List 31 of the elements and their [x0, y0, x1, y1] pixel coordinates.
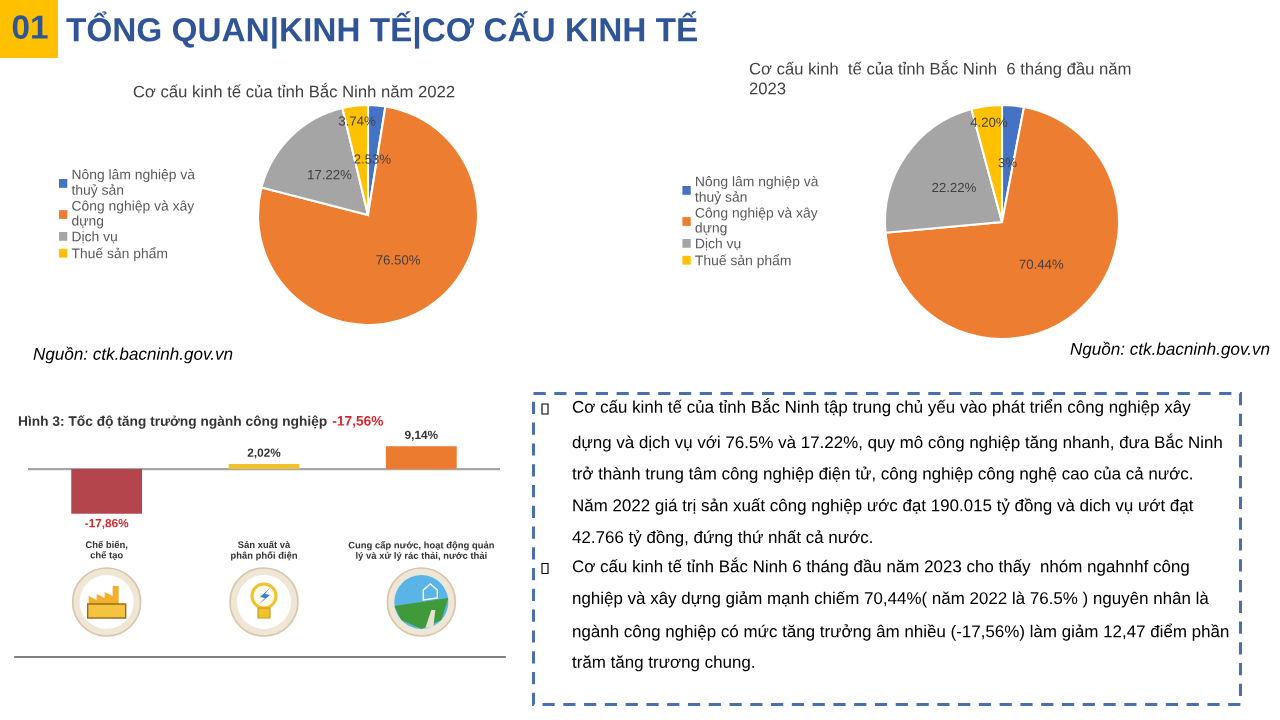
pie-slice [256, 105, 480, 327]
legend-label: Công nghiệp và xây dựng [695, 207, 818, 236]
data-label: 22.22% [932, 182, 976, 193]
pie-slice [884, 106, 1121, 341]
text: TỔNG QUAN|KINH TẾ|CƠ CẤU KINH TẾ [66, 11, 697, 49]
legend-label: Dịch vụ [696, 238, 741, 251]
chart-title: Hình 3: Tốc độ tăng trưởng ngành công nghiệp [18, 415, 327, 429]
data-label: 70.44% [1019, 259, 1064, 269]
legend-label: Thuế sản phẩm [71, 246, 168, 262]
x-tick-label: Sản xuất và phân phối điện [231, 540, 297, 561]
x-tick-label: Chế biến, chế tạo [85, 540, 128, 560]
legend-label: Nông lâm nghiệp và thuỷ sản [695, 175, 819, 205]
text: Cơ cấu kinh tế tỉnh Bắc Ninh 6 tháng đầu năm 2023 cho thấy nhóm ngahnhf công nghiệp và xây dựng giảm mạnh chiếm 70,44%( năm 2022 là 76.5% ) nguyên nhân là ngành công nghiệp có mức tăng trưởng âm nhiều (-17,56%) làm giảm 12,47 điểm phần trăm tăng trương chung. [572, 557, 1229, 672]
data-label: -17,86% [85, 518, 129, 530]
chart-title: Cơ cấu kinh tế của tỉnh Bắc Ninh 6 tháng đầu năm 2023 [749, 60, 1131, 95]
text: 01 [12, 15, 48, 39]
data-label: 76.50% [376, 255, 420, 265]
legend-label: Thuế sản phẩm [695, 253, 791, 269]
text: Nguồn: ctk.bacninh.gov.vn [1070, 341, 1270, 359]
legend-label: Công nghiệp và xây dựng [72, 200, 195, 229]
chart-title: Cơ cấu kinh tế của tỉnh Bắc Ninh năm 2022 [133, 82, 455, 98]
chart-subtitle: -17,56% [332, 415, 384, 428]
x-tick-label: Cung cấp nước, hoạt động quản lý và xử lý rác thải, nước thải [348, 541, 494, 561]
data-label: 17.22% [308, 169, 352, 180]
text: Nguồn: ctk.bacninh.gov.vn [33, 346, 233, 364]
text: Cơ cấu kinh tế của tỉnh Bắc Ninh tập trung chủ yếu vào phát triển công nghiệp xây dựng và dịch vụ với 76.5% và 17.22%, quy mô công nghiệp tăng nhanh, đưa Bắc Ninh trở thành trung tâm công nghiệp điện tử, công nghiệp công nghệ cao của cả nước. Năm 2022 giá trị sản xuất công nghiệp ước đạt 190.015 tỷ đồng và dich vụ ướt đạt 42.766 tỷ đồng, đứng thứ nhất cả nước. [572, 398, 1222, 547]
data-label: 3% [998, 157, 1017, 168]
legend-label: Dịch vụ [72, 231, 117, 244]
data-label: 9,14% [405, 430, 438, 441]
data-label: 2,02% [247, 448, 281, 459]
legend-label: Nông lâm nghiệp và thuỷ sản [71, 168, 196, 198]
